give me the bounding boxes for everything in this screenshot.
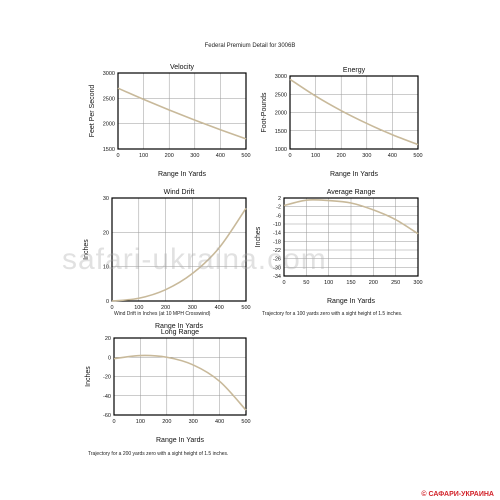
x-tick-label: 0 — [110, 305, 113, 311]
y-tick-label: -60 — [103, 413, 111, 419]
plot-frame — [113, 337, 247, 416]
y-tick-label: 2 — [278, 196, 281, 202]
brand-logo: © САФАРИ-УКРАИНА — [421, 491, 494, 498]
x-tick-label: 500 — [241, 305, 250, 311]
plot-frame — [111, 197, 247, 302]
x-tick-label: 400 — [388, 153, 397, 159]
wind-drift-caption: Wind Drift in Inches (at 10 MPH Crosswin… — [114, 311, 211, 317]
x-tick-label: 100 — [136, 419, 145, 425]
x-tick-label: 500 — [413, 153, 422, 159]
series-line — [117, 87, 247, 140]
x-tick-label: 300 — [413, 280, 422, 286]
y-tick-label: -26 — [273, 257, 281, 263]
x-tick-label: 500 — [241, 419, 250, 425]
y-tick-label: 1500 — [275, 129, 287, 135]
y-tick-label: 1500 — [103, 147, 115, 153]
x-tick-label: 250 — [391, 280, 400, 286]
y-tick-label: 20 — [103, 230, 109, 236]
y-tick-label: 2500 — [275, 92, 287, 98]
x-tick-label: 200 — [369, 280, 378, 286]
chart-title: Wind Drift — [164, 189, 195, 196]
chart-title: Long Range — [161, 329, 199, 336]
x-tick-label: 100 — [139, 153, 148, 159]
x-tick-label: 400 — [215, 419, 224, 425]
x-axis-label: Range In Yards — [330, 171, 378, 178]
x-tick-label: 100 — [134, 305, 143, 311]
series-line — [289, 78, 419, 146]
x-tick-label: 0 — [282, 280, 285, 286]
y-axis-label: Foot-Pounds — [261, 92, 268, 133]
y-tick-label: 2500 — [103, 96, 115, 102]
plot-frame — [283, 197, 419, 277]
x-tick-label: 300 — [362, 153, 371, 159]
chart-title: Energy — [343, 67, 366, 74]
chart-title: Average Range — [327, 189, 376, 196]
x-tick-label: 0 — [116, 153, 119, 159]
x-tick-label: 150 — [346, 280, 355, 286]
x-tick-label: 50 — [303, 280, 309, 286]
y-tick-label: 3000 — [103, 71, 115, 77]
x-tick-label: 200 — [337, 153, 346, 159]
x-tick-label: 200 — [161, 305, 170, 311]
series-line — [113, 354, 247, 411]
y-tick-label: -40 — [103, 394, 111, 400]
x-tick-label: 300 — [188, 305, 197, 311]
y-tick-label: -30 — [273, 265, 281, 271]
page-title: Federal Premium Detail for 3006B — [204, 43, 296, 49]
y-tick-label: -22 — [273, 248, 281, 254]
chart-title: Velocity — [170, 64, 195, 71]
x-tick-label: 500 — [241, 153, 250, 159]
x-axis-label: Range In Yards — [327, 298, 375, 305]
average-range-caption: Trajectory for a 100 yards zero with a s… — [262, 311, 403, 317]
energy-chart: Energy 0 100 200 300 400 500 1000 1500 2000 2500 30… — [261, 67, 423, 178]
x-tick-label: 100 — [311, 153, 320, 159]
x-tick-label: 0 — [112, 419, 115, 425]
y-tick-label: 2000 — [275, 111, 287, 117]
x-axis-label: Range In Yards — [155, 323, 203, 330]
y-tick-label: 3000 — [275, 74, 287, 80]
y-tick-label: 10 — [103, 265, 109, 271]
y-tick-label: 30 — [103, 196, 109, 202]
y-tick-label: 0 — [106, 299, 109, 305]
y-tick-label: -34 — [273, 274, 281, 280]
x-tick-label: 400 — [216, 153, 225, 159]
series-line — [111, 207, 247, 302]
y-tick-label: -18 — [273, 239, 281, 245]
y-tick-label: 20 — [105, 336, 111, 342]
y-tick-label: -20 — [103, 375, 111, 381]
long-range-caption: Trajectory for a 200 yards zero with a s… — [88, 451, 229, 457]
x-axis-label: Range In Yards — [158, 171, 206, 178]
y-axis-label: Inches — [85, 366, 92, 387]
x-tick-label: 200 — [165, 153, 174, 159]
x-axis-label: Range In Yards — [156, 437, 204, 444]
y-tick-label: 1000 — [275, 147, 287, 153]
x-tick-label: 200 — [162, 419, 171, 425]
y-tick-label: 2000 — [103, 122, 115, 128]
plot-frame — [117, 72, 247, 150]
average-range-chart: Average Range 0 50 100 150 200 250 300 2 -2 -6 -10 -… — [255, 189, 423, 305]
x-tick-label: 0 — [288, 153, 291, 159]
watermark: safari-ukraina.com — [62, 243, 327, 276]
wind-drift-chart: Wind Drift 0 100 200 300 400 500 0 10 20 30 Range I… — [83, 189, 251, 330]
y-tick-label: 0 — [108, 355, 111, 361]
y-axis-label: Inches — [255, 226, 262, 247]
y-axis-label: Feet Per Second — [89, 85, 96, 138]
x-tick-label: 400 — [215, 305, 224, 311]
y-tick-label: -6 — [276, 213, 281, 219]
plot-frame — [289, 75, 419, 150]
velocity-chart: Velocity 0 100 200 300 400 500 1500 2000 2500 3000… — [89, 64, 251, 178]
y-axis-label: Inches — [83, 239, 90, 260]
y-tick-label: -2 — [276, 205, 281, 211]
x-tick-label: 100 — [324, 280, 333, 286]
x-tick-label: 300 — [190, 153, 199, 159]
x-tick-label: 300 — [189, 419, 198, 425]
y-tick-label: -10 — [273, 222, 281, 228]
y-tick-label: -14 — [273, 231, 281, 237]
